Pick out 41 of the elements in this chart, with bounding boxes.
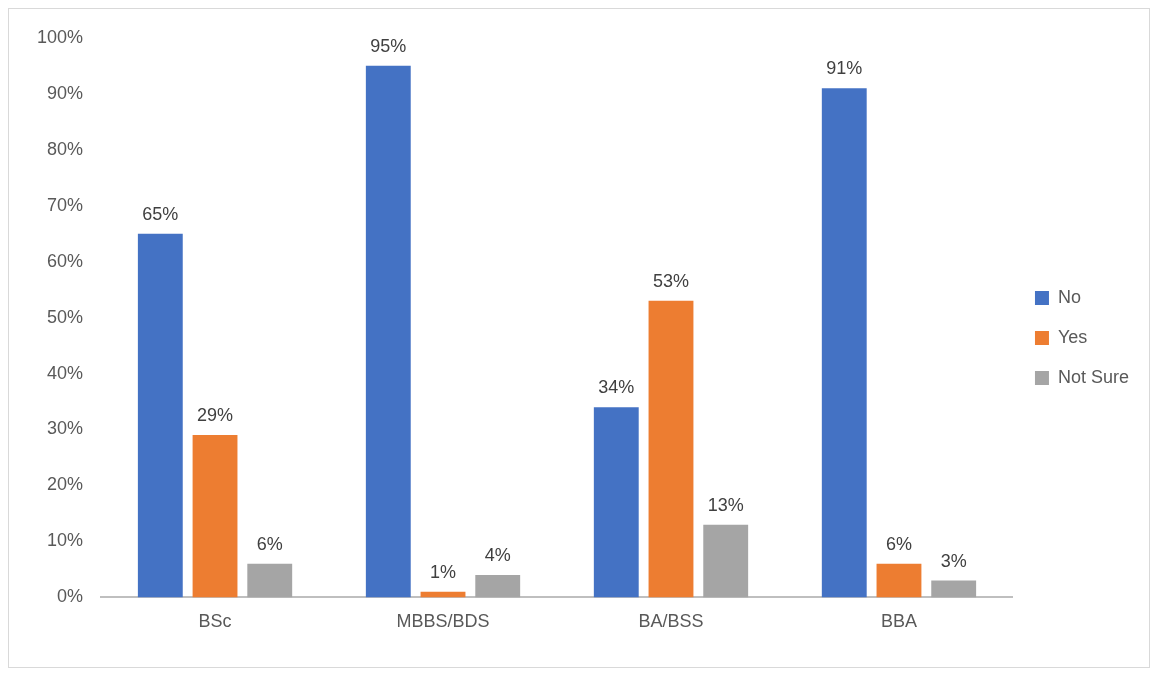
x-tick-label: BA/BSS xyxy=(638,611,704,632)
bar xyxy=(931,580,977,598)
bar xyxy=(703,524,749,598)
data-label: 95% xyxy=(370,35,407,56)
bar xyxy=(192,435,238,598)
data-label: 34% xyxy=(598,377,635,398)
bar xyxy=(821,88,867,598)
y-tick-label: 70% xyxy=(47,194,84,215)
y-tick-label: 0% xyxy=(57,586,84,607)
y-tick-label: 80% xyxy=(47,138,84,159)
x-tick-label: BBA xyxy=(880,611,917,632)
data-label: 13% xyxy=(707,494,744,515)
bar xyxy=(475,575,521,598)
x-tick-label: MBBS/BDS xyxy=(396,611,490,632)
bar xyxy=(648,300,694,598)
legend-label: No xyxy=(1057,286,1081,307)
data-label: 3% xyxy=(940,550,967,571)
data-label: 6% xyxy=(256,533,283,554)
y-tick-label: 100% xyxy=(36,26,84,47)
x-tick-label: BSc xyxy=(198,611,232,632)
y-tick-label: 50% xyxy=(47,306,84,327)
data-label: 1% xyxy=(430,561,457,582)
y-tick-label: 10% xyxy=(47,530,84,551)
data-label: 65% xyxy=(142,203,179,224)
y-tick-label: 20% xyxy=(47,474,84,495)
y-tick-label: 30% xyxy=(47,418,84,439)
bar xyxy=(137,233,183,598)
y-tick-label: 90% xyxy=(47,82,84,103)
legend-label: Not Sure xyxy=(1057,366,1130,387)
data-label: 4% xyxy=(484,544,511,565)
y-tick-label: 40% xyxy=(47,362,84,383)
data-label: 29% xyxy=(197,405,234,426)
bar xyxy=(247,563,293,598)
bar xyxy=(593,407,639,598)
bar xyxy=(876,563,922,598)
data-label: 6% xyxy=(885,533,912,554)
data-label: 91% xyxy=(826,58,863,79)
legend-label: Yes xyxy=(1057,326,1088,347)
bar xyxy=(365,65,411,598)
y-tick-label: 60% xyxy=(47,250,84,271)
data-label: 53% xyxy=(652,270,690,291)
